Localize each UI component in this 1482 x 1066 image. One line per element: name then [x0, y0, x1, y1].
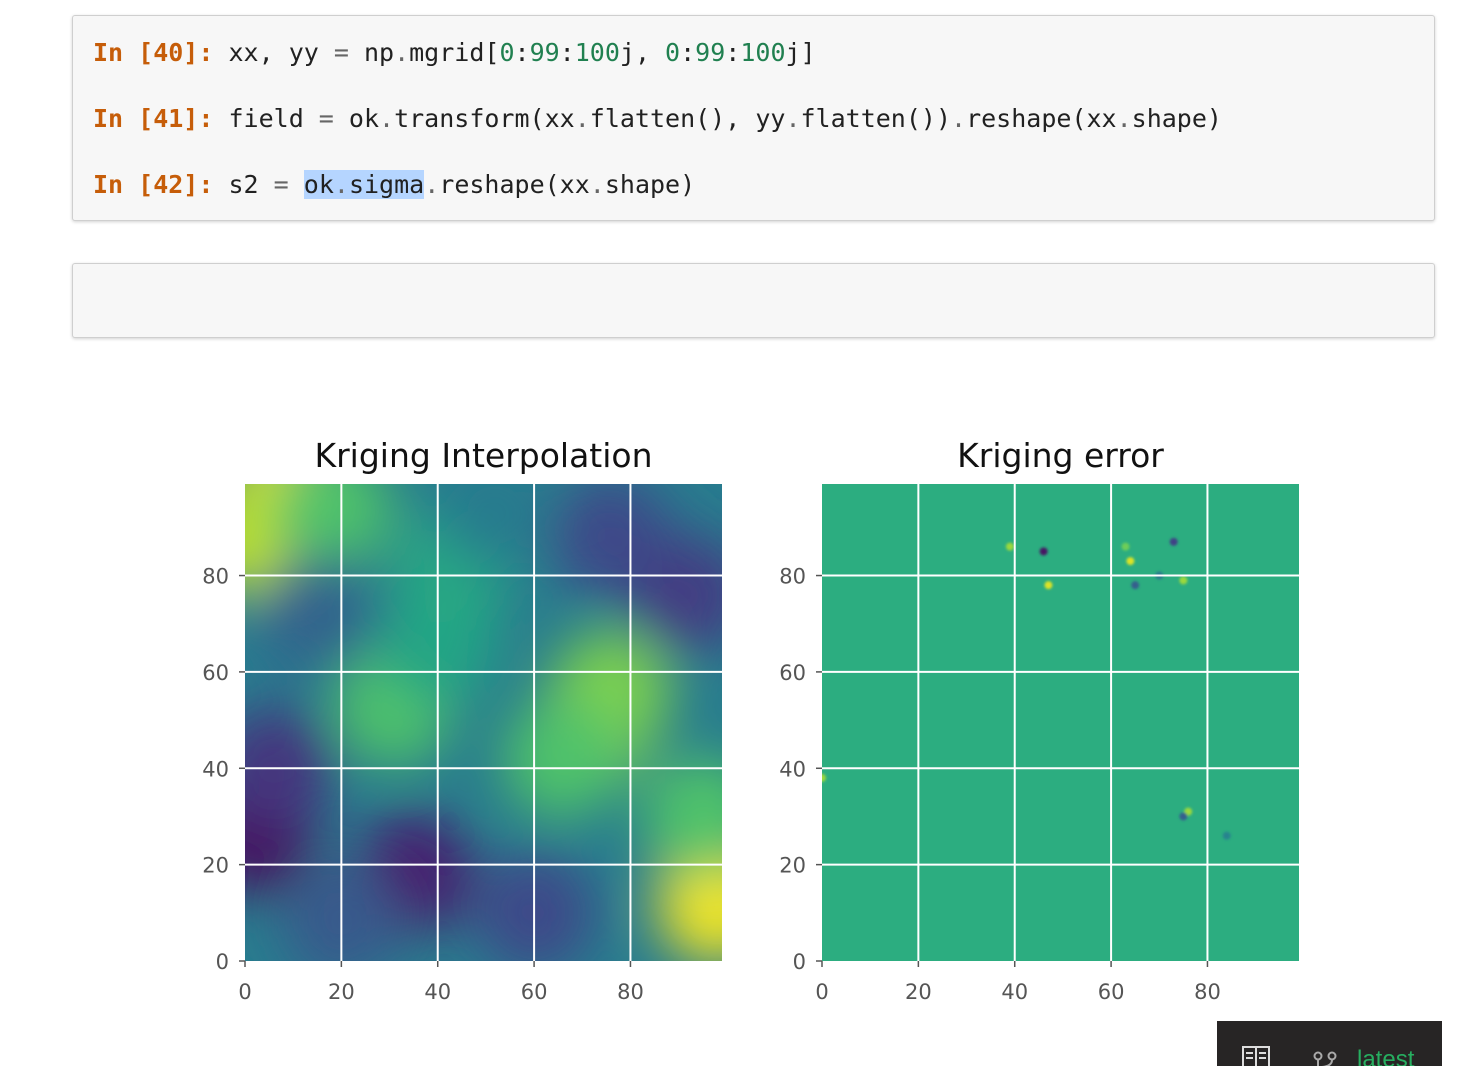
heatmap-feature — [1131, 581, 1140, 590]
heatmap-feature — [1126, 557, 1135, 566]
code-token: 100 — [574, 38, 620, 67]
x-tick-label: 0 — [815, 980, 828, 1004]
heatmap-feature — [1222, 831, 1231, 840]
code-token: xx, yy — [228, 38, 334, 67]
code-token: transform(xx — [394, 104, 575, 133]
code-token: shape) — [1131, 104, 1222, 133]
book-icon — [1241, 1045, 1271, 1066]
heatmap-feature — [1179, 812, 1188, 821]
code-token: . — [589, 170, 605, 199]
version-label[interactable]: latest — [1357, 1046, 1415, 1066]
code-text[interactable]: s2 = ok.sigma.reshape(xx.shape) — [228, 170, 695, 199]
kriging-interpolation-plot: 0 20 40 60 80 0 20 40 60 80 Kriging Interpolation — [202, 436, 722, 1004]
y-tick-label: 80 — [779, 565, 806, 589]
heatmap-feature — [271, 484, 392, 569]
y-tick-label: 0 — [216, 950, 229, 974]
y-tick-label: 40 — [202, 757, 229, 781]
code-token: . — [785, 104, 801, 133]
input-prompt: In [40]: — [93, 38, 214, 67]
y-tick-label: 40 — [779, 757, 806, 781]
heatmap-feature — [435, 484, 556, 569]
code-token: mgrid[ — [409, 38, 500, 67]
code-token: . — [424, 170, 440, 199]
code-token: s2 — [228, 170, 274, 199]
code-token: 0 — [499, 38, 515, 67]
x-tick-label: 20 — [905, 980, 932, 1004]
input-prompt: In [42]: — [93, 170, 214, 199]
x-tick-label: 80 — [1194, 980, 1221, 1004]
heatmap-feature — [822, 773, 826, 782]
heatmap-feature — [628, 534, 722, 655]
code-token: j, — [619, 38, 666, 67]
code-token: j] — [785, 38, 816, 67]
code-token: . — [394, 38, 410, 67]
code-token: reshape(xx — [439, 170, 590, 199]
y-tick-label: 60 — [202, 661, 229, 685]
x-tick-label: 60 — [1098, 980, 1125, 1004]
code-token: 0 — [665, 38, 681, 67]
heatmap-feature — [1169, 537, 1178, 546]
heatmap-feature — [1005, 542, 1014, 551]
code-token: . — [574, 104, 590, 133]
y-tick-label: 60 — [779, 661, 806, 685]
y-tick-label: 20 — [779, 854, 806, 878]
plot-title: Kriging Interpolation — [314, 436, 652, 475]
code-text[interactable]: field = ok.transform(xx.flatten(), yy.fl… — [228, 104, 1221, 133]
y-tick-label: 0 — [793, 950, 806, 974]
code-token: shape) — [604, 170, 696, 199]
code-token: = — [333, 38, 349, 67]
code-token: field — [228, 104, 319, 133]
code-token: = — [273, 170, 289, 199]
x-tick-label: 80 — [617, 980, 644, 1004]
code-token: 99 — [529, 38, 560, 67]
kriging-error-plot: 0 20 40 60 80 0 20 40 60 80 Kriging error — [779, 436, 1299, 1004]
code-token: flatten()) — [800, 104, 952, 133]
heatmap-feature — [1044, 581, 1053, 590]
code-token: = — [318, 104, 334, 133]
x-tick-label: 60 — [521, 980, 548, 1004]
code-token: : — [514, 38, 530, 67]
code-token: : — [559, 38, 575, 67]
selected-text: sigma — [348, 170, 425, 199]
code-text[interactable]: xx, yy = np.mgrid[0:99:100j, 0:99:100j] — [228, 38, 815, 67]
code-token: reshape(xx — [966, 104, 1117, 133]
x-tick-label: 40 — [1001, 980, 1028, 1004]
code-token: . — [951, 104, 967, 133]
readthedocs-version-badge[interactable]: latest — [1217, 1021, 1442, 1066]
selected-text: . — [333, 170, 349, 199]
plot-title: Kriging error — [957, 436, 1164, 475]
code-line-41[interactable]: In [41]: field = ok.transform(xx.flatten… — [93, 103, 1222, 135]
empty-code-cell[interactable] — [72, 263, 1435, 338]
heatmap-feature — [1121, 542, 1130, 551]
code-token: flatten(), yy — [589, 104, 786, 133]
git-branch-icon — [1313, 1051, 1339, 1066]
code-line-42[interactable]: In [42]: s2 = ok.sigma.reshape(xx.shape) — [93, 169, 695, 201]
code-token: . — [1116, 104, 1132, 133]
input-prompt: In [41]: — [93, 104, 214, 133]
code-token: np — [348, 38, 395, 67]
heatmap-feature — [1039, 547, 1048, 556]
heatmap-background — [822, 484, 1299, 961]
heatmap-feature — [642, 756, 722, 877]
code-line-40[interactable]: In [40]: xx, yy = np.mgrid[0:99:100j, 0:… — [93, 37, 816, 69]
code-token: : — [725, 38, 741, 67]
code-token: 99 — [695, 38, 726, 67]
code-token: : — [680, 38, 696, 67]
code-token: ok — [333, 104, 380, 133]
selected-text: ok — [303, 170, 334, 199]
x-tick-label: 40 — [424, 980, 451, 1004]
code-cell[interactable]: In [40]: xx, yy = np.mgrid[0:99:100j, 0:… — [72, 15, 1435, 221]
heatmap-feature — [257, 554, 378, 675]
heatmap-feature — [503, 698, 623, 819]
code-token: 100 — [740, 38, 786, 67]
y-tick-label: 20 — [202, 854, 229, 878]
code-token: . — [379, 104, 395, 133]
y-tick-label: 80 — [202, 565, 229, 589]
x-tick-label: 20 — [328, 980, 355, 1004]
heatmap-feature — [1179, 576, 1188, 585]
x-tick-label: 0 — [238, 980, 251, 1004]
